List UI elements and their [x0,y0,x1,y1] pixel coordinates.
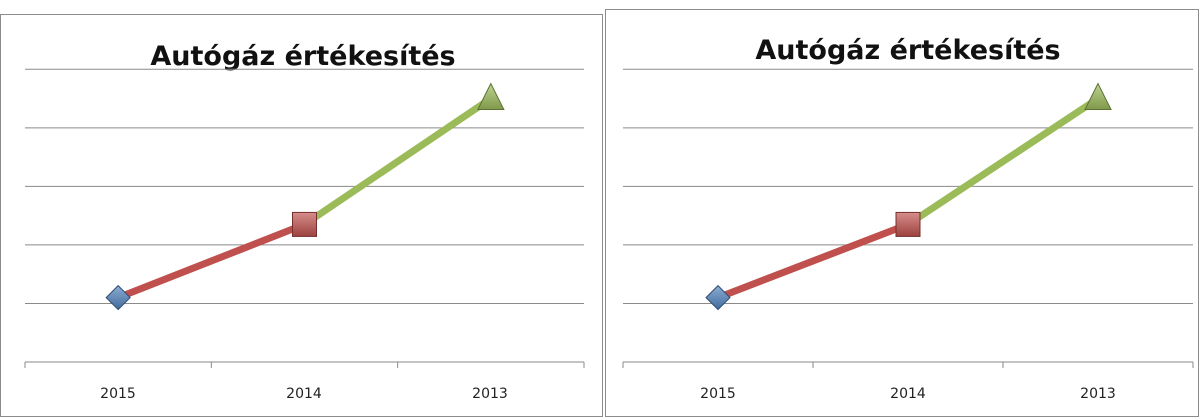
x-tick-label-2013: 2013 [472,386,508,402]
series-line-segment [906,95,1100,228]
data-point-diamond [705,284,731,311]
series-markers [705,82,1112,311]
x-tick-labels: 2015 2014 2013 [700,386,1116,402]
x-tick-labels: 2015 2014 2013 [100,386,508,402]
series-markers [105,82,505,311]
chart-right: Autógáz értékesítés 2015 2014 2013 [605,0,1200,417]
x-axis [622,361,1194,368]
data-point-triangle [477,82,505,111]
data-point-square [292,211,317,237]
series-line-segment [716,221,910,301]
series-lines [116,95,493,301]
data-point-diamond [105,284,131,311]
chart-right-svg: Autógáz értékesítés 2015 2014 2013 [605,9,1199,417]
chart-left-svg: Autógáz értékesítés 2015 2014 2013 [0,14,603,417]
x-tick-label-2015: 2015 [100,386,136,402]
chart-left: Autógáz értékesítés 2015 2014 2013 [0,14,603,417]
x-tick-label-2014: 2014 [890,386,926,402]
data-point-square [895,211,921,237]
x-axis [24,361,585,368]
series-line-segment [302,95,493,228]
x-tick-label-2014: 2014 [286,386,322,402]
gridlines [623,68,1193,304]
data-point-triangle [1084,82,1112,111]
series-line-segment [116,221,306,301]
x-tick-label-2013: 2013 [1080,386,1116,402]
series-lines [716,95,1100,301]
chart-title: Autógáz értékesítés [150,41,455,72]
x-tick-label-2015: 2015 [700,386,736,402]
chart-title: Autógáz értékesítés [755,35,1060,66]
